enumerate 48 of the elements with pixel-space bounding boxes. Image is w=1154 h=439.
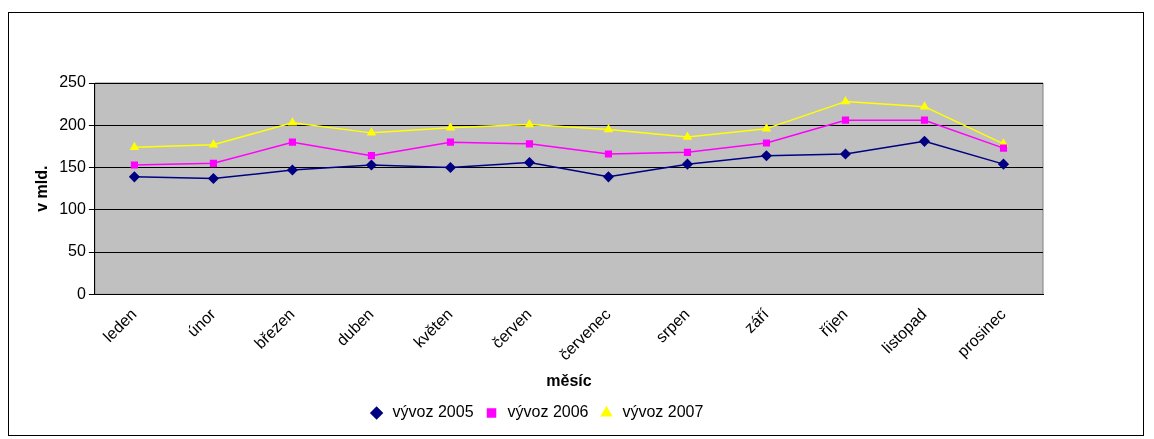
point [288,117,297,126]
y-tick-label: 50 [68,242,86,260]
point [288,138,296,146]
point [209,139,218,148]
y-tick-label: 250 [59,73,86,91]
point [366,159,377,171]
point [287,164,298,176]
point [525,119,534,128]
point [604,124,613,133]
point [920,101,929,110]
point [761,150,772,161]
point [603,171,614,183]
point [762,123,771,132]
point [682,158,693,170]
y-axis-title: v mld. [33,165,51,212]
point [999,144,1008,152]
point [367,128,376,136]
point [209,159,217,167]
point [130,161,138,169]
legend-label: vývoz 2006 [507,403,589,421]
point [524,157,535,168]
point [841,96,850,105]
point [129,171,140,183]
x-tick-label: září [740,304,773,337]
point [130,142,139,150]
x-axis-title: měsíc [546,371,592,389]
point [445,162,456,173]
x-tick-label: říjen [816,305,851,340]
point [446,123,455,131]
y-tick-label: 200 [59,115,86,133]
point [604,150,613,158]
point [762,139,771,147]
legend-label: vývoz 2007 [622,403,704,421]
point [841,116,850,124]
legend-label: vývoz 2005 [392,403,474,421]
y-tick-label: 150 [59,157,86,175]
point [998,158,1009,170]
point [683,132,692,140]
point [840,148,851,160]
point [446,138,455,146]
y-tick-label: 0 [76,284,86,302]
point [919,136,930,147]
point [525,140,534,148]
point [683,148,692,156]
point [367,152,375,160]
point [208,173,219,184]
y-tick-label: 100 [59,200,86,218]
point [920,116,929,124]
